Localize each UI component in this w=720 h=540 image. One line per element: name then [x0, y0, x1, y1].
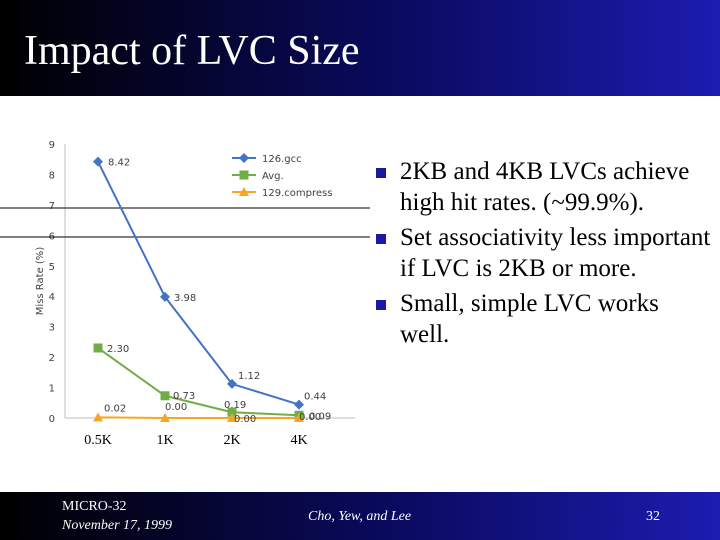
data-label: 0.09	[309, 411, 331, 422]
data-point	[93, 156, 103, 167]
data-point	[93, 343, 103, 353]
y-tick-label: 3	[49, 323, 55, 334]
y-tick-label: 1	[49, 384, 55, 395]
x-tick-label: 1K	[156, 433, 173, 448]
bullet-item: Set associativity less important if LVC …	[372, 222, 712, 284]
data-point	[93, 412, 103, 422]
data-label: 3.98	[174, 293, 196, 304]
square-bullet-icon	[376, 168, 386, 178]
bullet-item: 2KB and 4KB LVCs achieve high hit rates.…	[372, 156, 712, 218]
data-label: 0.00	[234, 414, 256, 425]
y-tick-label: 5	[49, 262, 55, 273]
y-tick-label: 8	[49, 170, 55, 181]
data-label: 0.00	[299, 412, 321, 423]
square-bullet-icon	[376, 300, 386, 310]
data-label: 0.19	[224, 400, 246, 411]
legend-label: Avg.	[262, 171, 284, 182]
footer-authors: Cho, Yew, and Lee	[308, 509, 412, 524]
y-axis-label: Miss Rate (%)	[35, 247, 46, 316]
legend-marker	[239, 187, 249, 196]
legend-label: 129.compress	[262, 188, 332, 199]
data-label: 0.44	[304, 392, 326, 403]
footer-conference: MICRO-32	[62, 499, 127, 514]
data-point	[160, 391, 170, 401]
data-point	[294, 399, 304, 410]
x-tick-label: 0.5K	[84, 433, 112, 448]
legend-marker	[239, 170, 249, 180]
legend-label: 126.gcc	[262, 154, 302, 165]
x-tick-label: 2K	[223, 433, 240, 448]
series-line	[97, 347, 300, 417]
data-label: 0.02	[104, 403, 126, 414]
y-tick-label: 2	[49, 353, 55, 364]
data-label: 0.73	[173, 391, 195, 402]
bullet-item: Small, simple LVC works well.	[372, 288, 712, 350]
y-tick-label: 0	[49, 414, 55, 425]
page-number: 32	[646, 509, 660, 524]
data-label: 2.30	[107, 344, 129, 355]
data-point	[227, 407, 237, 417]
square-bullet-icon	[376, 234, 386, 244]
data-label: 0.00	[165, 402, 187, 413]
bullet-text: 2KB and 4KB LVCs achieve high hit rates.…	[400, 158, 690, 216]
y-tick-label: 9	[49, 140, 55, 151]
bullet-list: 2KB and 4KB LVCs achieve high hit rates.…	[372, 156, 712, 350]
legend-marker	[239, 153, 249, 163]
data-label: 1.12	[238, 371, 260, 382]
x-tick-label: 4K	[290, 433, 307, 448]
title-bar	[0, 0, 720, 96]
y-tick-label: 4	[49, 292, 55, 303]
data-label: 8.42	[108, 158, 130, 169]
y-tick-label: 7	[49, 201, 55, 212]
data-point	[160, 291, 170, 302]
data-point	[227, 413, 237, 422]
series-line	[97, 161, 300, 406]
bullet-text: Set associativity less important if LVC …	[400, 224, 711, 282]
data-point	[160, 413, 170, 422]
slide-title: Impact of LVC Size	[24, 28, 360, 74]
data-point	[227, 378, 237, 389]
footer-date: November 17, 1999	[62, 518, 173, 533]
bullet-text: Small, simple LVC works well.	[400, 290, 659, 348]
series-line	[97, 416, 299, 419]
data-point	[294, 413, 304, 422]
footer-bar	[0, 492, 720, 540]
